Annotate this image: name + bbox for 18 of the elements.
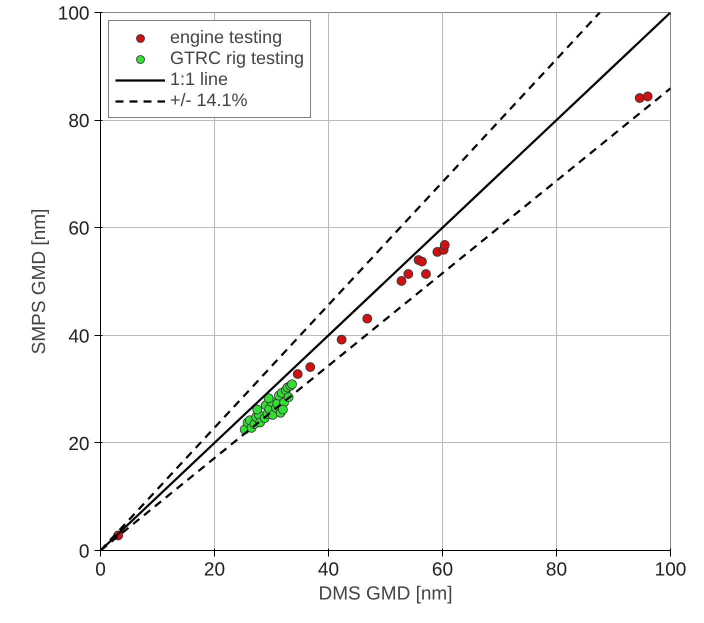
- y-tick-label: 100: [58, 4, 90, 24]
- y-tick-label: 80: [68, 111, 90, 132]
- legend-label: engine testing: [170, 27, 282, 48]
- x-tick-label: 40: [318, 560, 340, 580]
- x-tick-label: 0: [95, 560, 106, 580]
- x-tick-label: 60: [432, 560, 454, 580]
- x-tick-label: 100: [654, 560, 686, 580]
- y-tick-label: 60: [68, 218, 90, 240]
- x-axis-title: DMS GMD [nm]: [318, 584, 453, 604]
- x-tick-label: 20: [204, 560, 226, 580]
- y-axis-title: SMPS GMD [nm]: [28, 208, 50, 354]
- y-tick-label: 20: [68, 434, 90, 455]
- legend-label: +/- 14.1%: [170, 90, 248, 111]
- legend-label: GTRC rig testing: [170, 48, 304, 69]
- y-tick-label: 40: [68, 326, 90, 348]
- legend-label: 1:1 line: [170, 69, 228, 90]
- x-tick-label: 80: [546, 560, 568, 580]
- y-tick-label: 0: [78, 542, 90, 562]
